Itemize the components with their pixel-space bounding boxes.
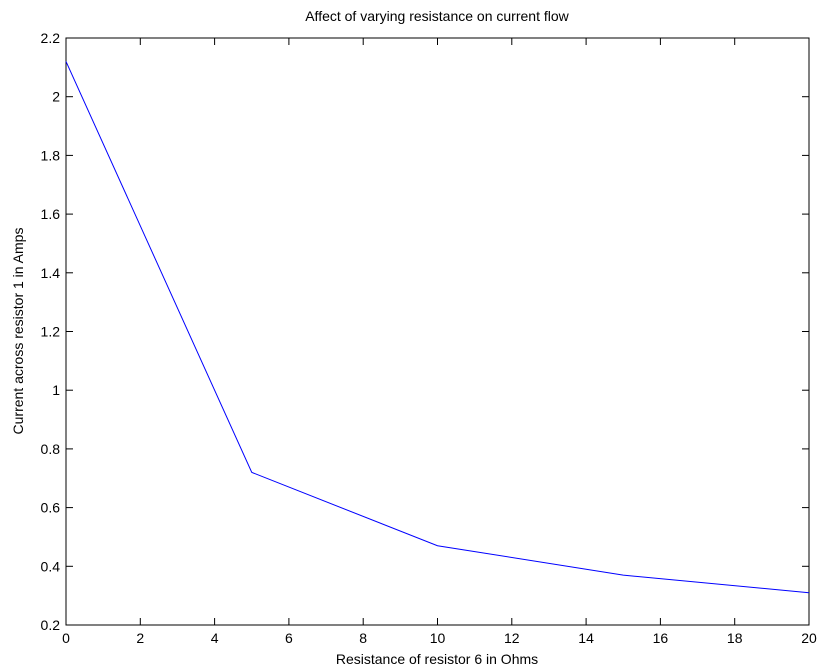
x-tick-label: 12 xyxy=(504,630,520,646)
y-axis-label: Current across resistor 1 in Amps xyxy=(10,228,26,435)
x-tick-label: 18 xyxy=(727,630,743,646)
x-axis: 0 2 4 6 8 10 12 14 16 18 20 xyxy=(62,38,817,646)
y-tick-label: 1.6 xyxy=(41,206,61,222)
x-tick-label: 0 xyxy=(62,630,70,646)
x-tick-label: 2 xyxy=(136,630,144,646)
plot-area xyxy=(65,37,810,626)
y-tick-label: 2 xyxy=(52,89,60,105)
x-tick-label: 6 xyxy=(285,630,293,646)
x-tick-label: 10 xyxy=(430,630,446,646)
y-tick-label: 0.2 xyxy=(41,617,61,633)
y-tick-label: 0.4 xyxy=(41,558,61,574)
x-tick-label: 14 xyxy=(578,630,594,646)
y-tick-label: 1.8 xyxy=(41,147,61,163)
y-tick-label: 1 xyxy=(52,382,60,398)
y-tick-label: 2.2 xyxy=(41,30,61,46)
chart-title: Affect of varying resistance on current … xyxy=(305,8,569,24)
x-tick-label: 8 xyxy=(359,630,367,646)
y-axis: 0.2 0.4 0.6 0.8 1 1.2 1.4 1.6 1.8 2 2.2 xyxy=(41,30,809,633)
x-tick-label: 20 xyxy=(801,630,817,646)
series-line xyxy=(65,61,810,594)
y-tick-label: 1.2 xyxy=(41,324,61,340)
y-tick-label: 0.6 xyxy=(41,500,61,516)
y-tick-label: 1.4 xyxy=(41,265,61,281)
y-tick-label: 0.8 xyxy=(41,441,61,457)
x-tick-label: 16 xyxy=(653,630,669,646)
x-tick-label: 4 xyxy=(211,630,219,646)
series-layer xyxy=(65,61,810,594)
x-axis-label: Resistance of resistor 6 in Ohms xyxy=(336,651,538,667)
